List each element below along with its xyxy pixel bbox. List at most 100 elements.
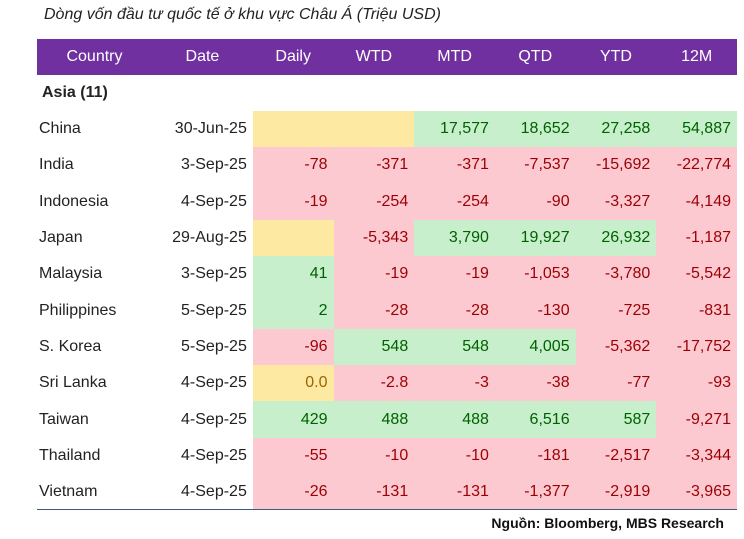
value-cell: -19 — [252, 183, 334, 220]
value-cell: -3,327 — [575, 183, 657, 220]
table-row: Malaysia 3-Sep-25 41 -19 -19 -1,053 -3,780 -5,5… — [37, 256, 737, 293]
date-cell: 4-Sep-25 — [181, 192, 247, 210]
value-cell: -19 — [333, 256, 415, 293]
date-cell: 29-Aug-25 — [172, 229, 247, 247]
column-header-daily: Daily — [252, 39, 334, 75]
country-cell: Malaysia — [39, 265, 103, 283]
value-cell: -28 — [333, 292, 415, 329]
value-cell: 19,927 — [494, 219, 576, 257]
group-label: Asia (11) — [42, 84, 108, 101]
value-cell: 548 — [333, 328, 415, 366]
value-cell: -371 — [414, 147, 495, 184]
value-cell: -3 — [414, 365, 495, 402]
column-header-mtd: MTD — [414, 39, 495, 75]
value-cell: 4,005 — [494, 328, 576, 366]
date-cell: 4-Sep-25 — [181, 483, 247, 501]
table-row: China 30-Jun-25 17,577 18,652 27,258 54,887 — [37, 111, 737, 148]
value-cell: -2,919 — [575, 473, 657, 511]
value-cell: -725 — [575, 292, 657, 329]
value-cell: -5,362 — [575, 328, 657, 366]
value-cell: -3,780 — [575, 256, 657, 293]
country-cell: India — [39, 156, 74, 174]
value-cell: 429 — [252, 401, 334, 438]
value-cell: -371 — [333, 147, 415, 184]
table-row: Philippines 5-Sep-25 2 -28 -28 -130 -725 -831 — [37, 292, 737, 329]
date-cell: 3-Sep-25 — [181, 265, 247, 283]
value-cell: -38 — [494, 365, 576, 402]
column-header-ytd: YTD — [575, 39, 657, 75]
value-cell — [252, 111, 334, 148]
table-row: India 3-Sep-25 -78 -371 -371 -7,537 -15,692 -22… — [37, 147, 737, 184]
value-cell: 6,516 — [494, 401, 576, 438]
column-header-wtd: WTD — [333, 39, 415, 75]
country-cell: Philippines — [39, 301, 117, 319]
column-header-country: Country — [37, 39, 152, 75]
table-row: Japan 29-Aug-25 -5,343 3,790 19,927 26,932 -1,… — [37, 219, 737, 257]
country-cell: Thailand — [39, 446, 101, 464]
date-cell: 5-Sep-25 — [181, 301, 247, 319]
capital-flows-table: Country Date Daily WTD MTD QTD YTD 12M A… — [37, 39, 737, 511]
value-cell: -131 — [414, 473, 495, 511]
country-cell: Japan — [39, 229, 83, 247]
value-cell: -4,149 — [656, 183, 737, 220]
country-cell: S. Korea — [39, 337, 102, 355]
country-cell: China — [39, 120, 81, 138]
column-header-12m: 12M — [656, 39, 737, 75]
value-cell: 18,652 — [494, 111, 576, 148]
value-cell: 41 — [252, 256, 334, 293]
value-cell: 0.0 — [252, 365, 334, 402]
value-cell: -2,517 — [575, 437, 657, 474]
country-cell: Sri Lanka — [39, 374, 107, 392]
value-cell: -78 — [252, 147, 334, 184]
source-note: Nguồn: Bloomberg, MBS Research — [491, 515, 724, 531]
header-row: Country Date Daily WTD MTD QTD YTD 12M — [37, 39, 737, 75]
value-cell: 3,790 — [414, 219, 495, 257]
value-cell: -3,344 — [656, 437, 737, 474]
date-cell: 4-Sep-25 — [181, 374, 247, 392]
date-cell: 4-Sep-25 — [181, 410, 247, 428]
value-cell: -131 — [333, 473, 415, 511]
table-title: Dòng vốn đầu tư quốc tế ở khu vực Châu Á… — [44, 6, 441, 23]
date-cell: 3-Sep-25 — [181, 156, 247, 174]
value-cell — [252, 219, 334, 257]
column-header-date: Date — [151, 39, 253, 75]
value-cell: 587 — [575, 401, 657, 438]
value-cell: -77 — [575, 365, 657, 402]
table-row: Taiwan 4-Sep-25 429 488 488 6,516 587 -9,271 — [37, 401, 737, 438]
value-cell: 26,932 — [575, 219, 657, 257]
value-cell: -19 — [414, 256, 495, 293]
value-cell: -28 — [414, 292, 495, 329]
value-cell: -15,692 — [575, 147, 657, 184]
value-cell: -1,053 — [494, 256, 576, 293]
table-bottom-rule — [37, 509, 737, 510]
value-cell: -5,542 — [656, 256, 737, 293]
country-cell: Indonesia — [39, 192, 109, 210]
value-cell: -9,271 — [656, 401, 737, 438]
value-cell: -26 — [252, 473, 334, 511]
value-cell: 548 — [414, 328, 495, 366]
value-cell: -17,752 — [656, 328, 737, 366]
value-cell — [333, 111, 415, 148]
value-cell: -1,187 — [656, 219, 737, 257]
value-cell: 27,258 — [575, 111, 657, 148]
value-cell: -10 — [333, 437, 415, 474]
value-cell: -55 — [252, 437, 334, 474]
group-row: Asia (11) — [37, 75, 737, 111]
value-cell: -831 — [656, 292, 737, 329]
country-cell: Taiwan — [39, 410, 89, 428]
value-cell: 488 — [333, 401, 415, 438]
table-row: Indonesia 4-Sep-25 -19 -254 -254 -90 -3,327 -4,… — [37, 183, 737, 220]
value-cell: -2.8 — [333, 365, 415, 402]
value-cell: -254 — [414, 183, 495, 220]
country-cell: Vietnam — [39, 483, 98, 501]
value-cell: -96 — [252, 328, 334, 366]
date-cell: 30-Jun-25 — [174, 120, 247, 138]
value-cell: -7,537 — [494, 147, 576, 184]
value-cell: 17,577 — [414, 111, 495, 148]
value-cell: -5,343 — [333, 219, 415, 257]
value-cell: -3,965 — [656, 473, 737, 511]
value-cell: -1,377 — [494, 473, 576, 511]
value-cell: -93 — [656, 365, 737, 402]
value-cell: -22,774 — [656, 147, 737, 184]
table-row: Thailand 4-Sep-25 -55 -10 -10 -181 -2,517 -3,34… — [37, 437, 737, 474]
